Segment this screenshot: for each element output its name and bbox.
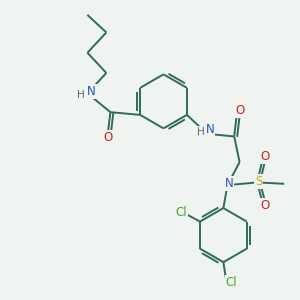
Text: N: N bbox=[87, 85, 96, 98]
Text: H: H bbox=[196, 128, 204, 137]
Text: Cl: Cl bbox=[226, 276, 237, 289]
Text: O: O bbox=[261, 150, 270, 163]
Text: Cl: Cl bbox=[175, 206, 187, 219]
Text: S: S bbox=[255, 175, 262, 188]
Text: O: O bbox=[261, 199, 270, 212]
Text: N: N bbox=[224, 177, 233, 190]
Text: H: H bbox=[77, 90, 85, 100]
Text: N: N bbox=[206, 123, 214, 136]
Text: O: O bbox=[103, 131, 112, 144]
Text: O: O bbox=[235, 104, 244, 117]
